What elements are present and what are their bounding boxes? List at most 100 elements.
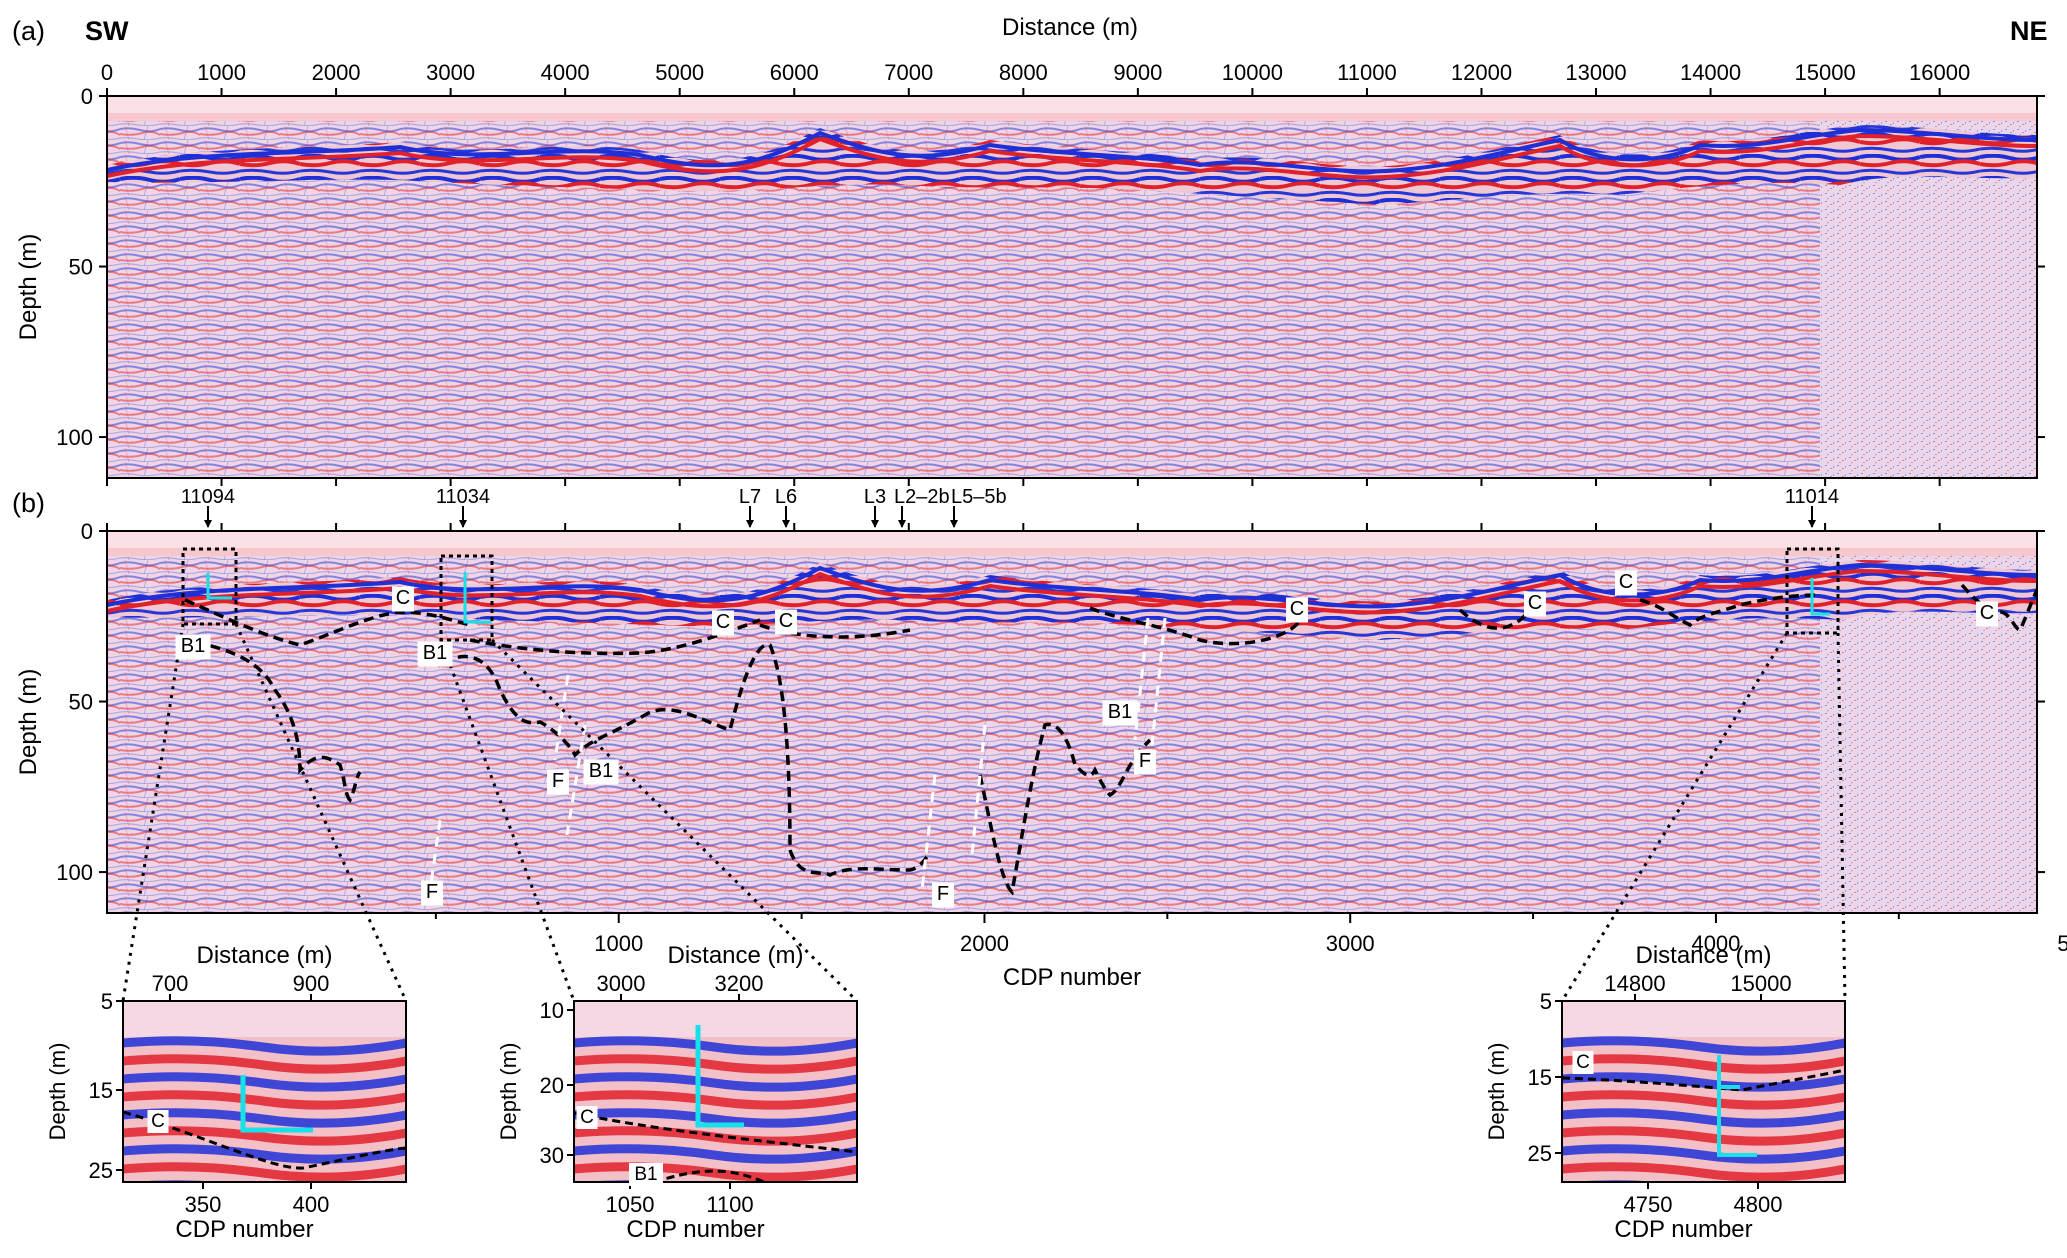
annotation-b1: B1: [1102, 700, 1138, 726]
y-tick-label: 100: [56, 860, 93, 885]
annotation-b1: B1: [175, 634, 211, 660]
cdp-tick-label: 4000: [1691, 931, 1740, 956]
zoom-box-3: [1785, 547, 1840, 635]
inset-x-title: Distance (m): [196, 942, 332, 969]
panel-b-y-title: Depth (m): [15, 669, 42, 776]
inset-cdp-title: CDP number: [175, 1216, 313, 1243]
svg-text:B1: B1: [423, 642, 447, 664]
inset-y-tick-label: 5: [101, 989, 113, 1014]
inset-cdp-tick-label: 400: [293, 1192, 330, 1217]
inset-y-tick-label: 15: [89, 1078, 113, 1103]
well-marker: L5–5b: [950, 486, 1007, 528]
panel-a-x-title: Distance (m): [1002, 14, 1138, 41]
well-marker: 11094: [181, 486, 235, 528]
inset-cdp-title: CDP number: [1614, 1216, 1752, 1243]
annotation-c: C: [1524, 591, 1546, 617]
annotation-f: F: [547, 769, 569, 795]
panel-b-frame: [106, 530, 2038, 914]
inset-x-title: Distance (m): [667, 942, 803, 969]
x-tick-label: 16000: [1909, 60, 1970, 85]
panel-b-cdp-ticks: 1000 2000 3000 4000 5000: [434, 913, 2067, 956]
panel-a-y-title: Depth (m): [15, 234, 42, 341]
inset-annotation: C: [580, 1107, 594, 1128]
inset-y-tick-label: 20: [540, 1073, 564, 1098]
x-tick-label: 8000: [999, 60, 1048, 85]
inset-y-tick-label: 10: [540, 998, 564, 1023]
cdp-tick-label: 5000: [2057, 931, 2067, 956]
inset-cdp-title: CDP number: [626, 1216, 764, 1243]
panel-b-label: (b): [12, 488, 45, 518]
x-tick-label: 4000: [541, 60, 590, 85]
annotation-f: F: [421, 880, 443, 906]
panel-a-x-ticks: 0 1000 2000 3000 4000 5000 6000 7000 8000 9000 100…: [101, 60, 1970, 486]
y-tick-label: 50: [69, 690, 93, 715]
panel-b-top-ticks: [106, 523, 1941, 531]
dir-left-label: SW: [85, 16, 129, 46]
inset-x-title: Distance (m): [1635, 942, 1771, 969]
well-marker-label: 11014: [1785, 486, 1839, 508]
well-marker-label: L7: [739, 486, 761, 508]
annotation-f: F: [1134, 749, 1156, 775]
inset-cdp-tick-label: 350: [185, 1192, 222, 1217]
cdp-tick-label: 2000: [960, 931, 1009, 956]
annotation-c: C: [1286, 597, 1308, 623]
inset-annotation: B1: [634, 1164, 657, 1185]
inset-y-tick-label: 25: [89, 1158, 113, 1183]
inset-cdp-tick-label: 1100: [706, 1192, 753, 1217]
inset-cdp-tick-label: 4750: [1624, 1192, 1673, 1217]
well-marker-label: L6: [775, 486, 797, 508]
x-tick-label: 14000: [1680, 60, 1741, 85]
inset-x-tick-label: 14800: [1604, 971, 1665, 996]
x-tick-label: 9000: [1113, 60, 1162, 85]
svg-text:F: F: [552, 770, 564, 792]
horizon-b1: [194, 640, 1152, 896]
svg-text:F: F: [1139, 750, 1151, 772]
inset-frame: [1561, 1000, 1846, 1183]
x-tick-label: 11000: [1337, 60, 1397, 85]
svg-text:C: C: [1290, 598, 1304, 620]
cdp-tick-label: 1000: [594, 931, 643, 956]
svg-text:C: C: [1980, 602, 1994, 624]
x-tick-label: 1000: [197, 60, 246, 85]
inset-cdp-tick-label: 1050: [606, 1192, 655, 1217]
inset-y-tick-label: 25: [1528, 1141, 1552, 1166]
panel-b-x-title: CDP number: [1003, 964, 1141, 991]
well-marker-label: 11034: [436, 486, 490, 508]
inset-x-tick-label: 3200: [715, 971, 764, 996]
x-tick-label: 15000: [1795, 60, 1856, 85]
x-tick-label: 6000: [770, 60, 819, 85]
inset-annotation: C: [1576, 1052, 1590, 1073]
seismic-image-b: [107, 531, 2037, 913]
well-marker-label: L5–5b: [951, 486, 1007, 508]
inset-frame: [573, 1000, 858, 1183]
inset-y-tick-label: 5: [1540, 989, 1552, 1014]
y-tick-label: 100: [56, 425, 93, 450]
svg-text:F: F: [937, 883, 949, 905]
well-marker-label: 11094: [181, 486, 235, 508]
zoom-box-1: [181, 547, 238, 626]
zoom-box-2: [439, 554, 494, 642]
panel-a-label: (a): [12, 16, 45, 46]
svg-text:B1: B1: [589, 760, 613, 782]
x-tick-label: 0: [101, 60, 113, 85]
svg-text:B1: B1: [1108, 701, 1132, 723]
well-marker: L2–2b: [894, 486, 950, 528]
well-marker: L6: [775, 486, 797, 528]
x-tick-label: 10000: [1222, 60, 1283, 85]
x-tick-label: 7000: [884, 60, 933, 85]
dir-right-label: NE: [2010, 16, 2048, 46]
annotation-c: C: [1615, 570, 1637, 596]
well-marker: L7: [739, 486, 761, 528]
well-marker-label: L3: [864, 486, 886, 508]
annotation-c: C: [712, 610, 734, 636]
svg-text:C: C: [396, 587, 410, 609]
inset-y-title: Depth (m): [1484, 1043, 1509, 1141]
well-marker: 11014: [1785, 486, 1839, 528]
panel-b-annotations: C C C C C C C B1 B1 B1 B1 F F F F: [175, 570, 1998, 908]
y-tick-label: 0: [81, 84, 93, 109]
inset-y-title: Depth (m): [496, 1043, 521, 1141]
x-tick-label: 12000: [1451, 60, 1512, 85]
y-tick-label: 50: [69, 255, 93, 280]
svg-text:C: C: [1619, 571, 1633, 593]
